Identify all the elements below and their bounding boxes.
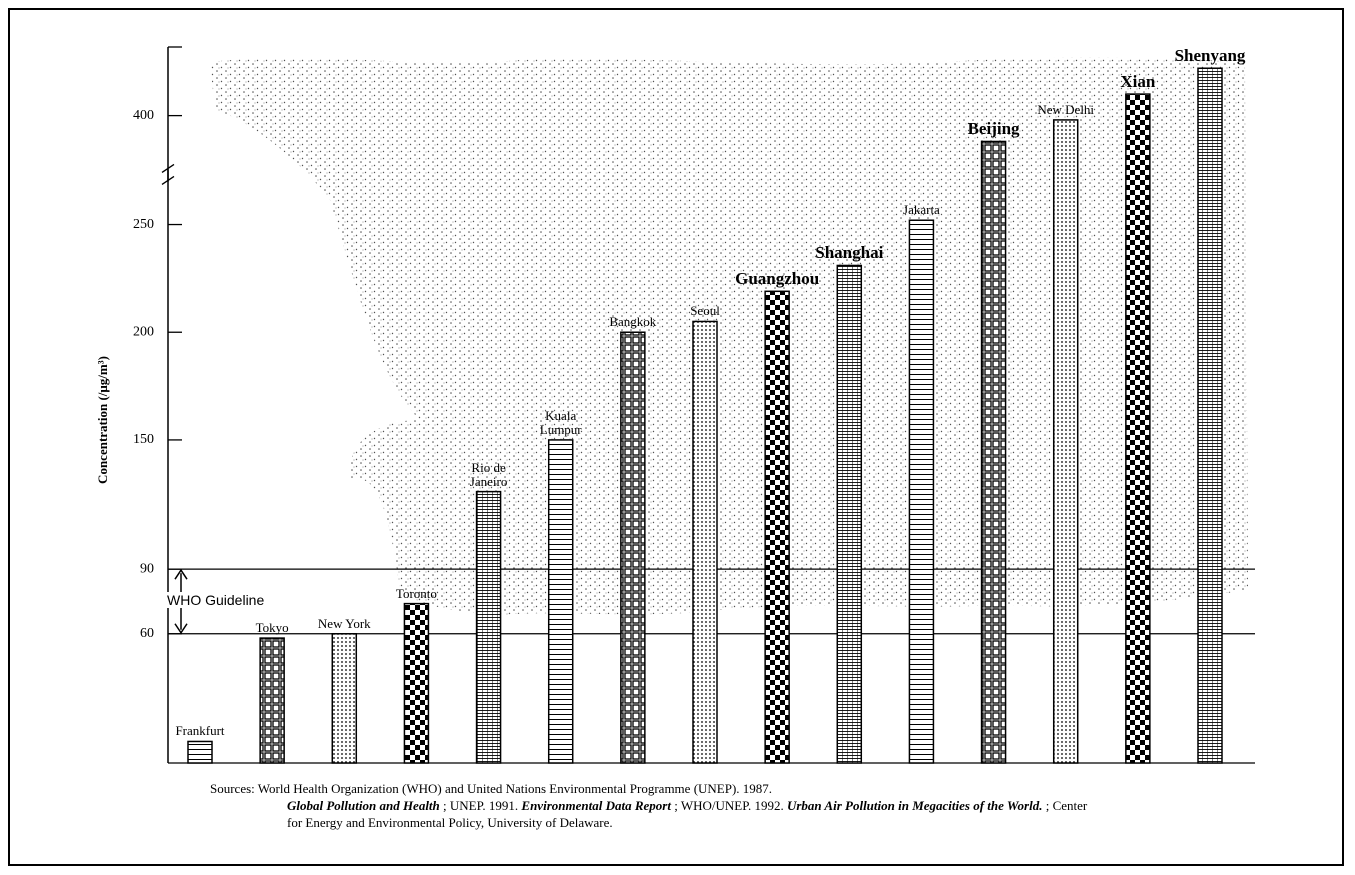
source-part: Sources: World Health Organization (WHO)…: [210, 780, 1100, 797]
page: Concentration (/μg/m³) 6090150200250400 …: [0, 0, 1355, 875]
city-label: Beijing: [968, 120, 1020, 138]
city-label: Xian: [1120, 73, 1155, 91]
y-tick-label: 60: [140, 626, 154, 641]
smog-cloud: [210, 58, 1248, 615]
source-part: ; UNEP. 1991.: [440, 798, 522, 813]
source-part: Global Pollution and Health: [287, 798, 440, 813]
city-label: Bangkok: [609, 315, 656, 329]
bar: [765, 291, 789, 763]
city-label: Kuala Lumpur: [532, 409, 590, 437]
bar: [1054, 120, 1078, 763]
bar: [982, 141, 1006, 763]
source-part: ; WHO/UNEP. 1992.: [671, 798, 787, 813]
y-axis-title: Concentration (/μg/m³): [95, 356, 110, 484]
source-part: Environmental Data Report: [521, 798, 671, 813]
bar: [909, 220, 933, 763]
guideline-label: WHO Guideline: [167, 592, 264, 608]
source-note: Sources: World Health Organization (WHO)…: [210, 780, 1100, 831]
bar: [188, 741, 212, 763]
bar: [1126, 94, 1150, 763]
y-tick-label: 150: [133, 432, 154, 447]
city-label: New York: [318, 617, 371, 631]
bar: [549, 440, 573, 763]
y-tick-label: 250: [133, 217, 154, 232]
y-tick-label: 200: [133, 324, 154, 339]
city-label: Seoul: [690, 304, 720, 318]
city-label: Toronto: [396, 587, 437, 601]
bar: [693, 321, 717, 763]
city-label: Tokyo: [256, 621, 289, 635]
bar: [621, 332, 645, 763]
bar: [332, 634, 356, 763]
y-tick-label: 90: [140, 561, 154, 576]
y-tick-label: 400: [133, 108, 154, 123]
city-label: New Delhi: [1037, 103, 1094, 117]
source-part: Urban Air Pollution in Megacities of the…: [787, 798, 1042, 813]
bar: [837, 265, 861, 763]
city-label: Guangzhou: [735, 270, 819, 288]
city-label: Shanghai: [815, 244, 883, 262]
bar: [1198, 68, 1222, 763]
chart: Concentration (/μg/m³) 60 90 150 200 250 400: [0, 0, 1355, 875]
city-label: Shenyang: [1175, 47, 1246, 65]
city-label: Rio de Janeiro: [460, 461, 518, 489]
bar: [404, 604, 428, 763]
city-label: Frankfurt: [175, 724, 224, 738]
bar: [477, 492, 501, 763]
bar: [260, 638, 284, 763]
city-label: Jakarta: [903, 203, 940, 217]
